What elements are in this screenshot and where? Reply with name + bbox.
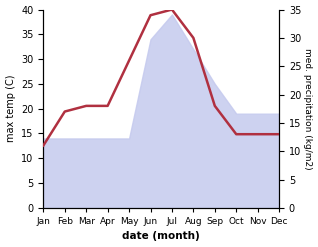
X-axis label: date (month): date (month): [122, 231, 200, 242]
Y-axis label: max temp (C): max temp (C): [5, 75, 16, 143]
Y-axis label: med. precipitation (kg/m2): med. precipitation (kg/m2): [303, 48, 313, 169]
